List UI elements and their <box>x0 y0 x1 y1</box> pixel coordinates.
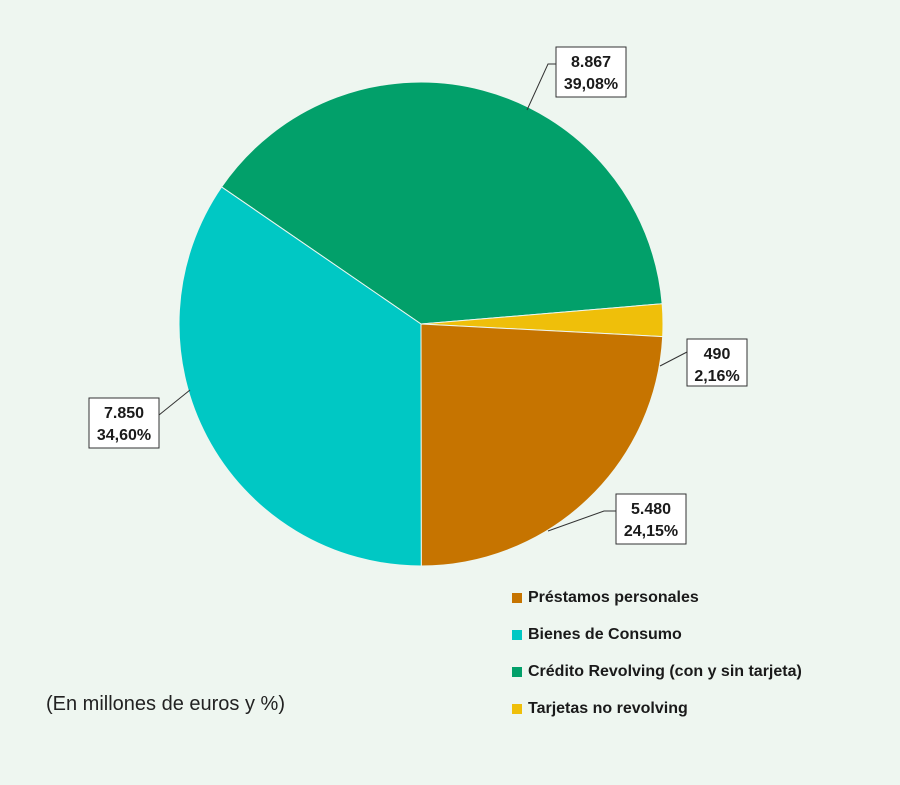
callout-box <box>88 397 160 449</box>
legend-item-tarjetas-no-revolving: Tarjetas no revolving <box>512 690 802 727</box>
legend-label: Préstamos personales <box>528 588 699 606</box>
legend-swatch <box>512 629 522 640</box>
callout-box <box>615 493 687 545</box>
callout-box <box>686 338 748 387</box>
slice-percent-label: 34,60% <box>97 427 151 444</box>
pie-slice <box>220 81 663 325</box>
legend-item-bienes-de-consumo: Bienes de Consumo <box>512 616 802 653</box>
chart-legend: Préstamos personales Bienes de Consumo C… <box>512 579 802 727</box>
legend-swatch <box>512 592 522 603</box>
pie-slice <box>178 186 422 567</box>
pie-slice <box>420 323 664 567</box>
slice-value-label: 5.480 <box>631 501 671 518</box>
legend-label: Crédito Revolving (con y sin tarjeta) <box>528 662 802 680</box>
legend-swatch <box>512 703 522 714</box>
callout-leader-line <box>526 63 556 111</box>
slice-percent-label: 24,15% <box>624 523 678 540</box>
slice-percent-label: 39,08% <box>564 76 618 93</box>
units-note: (En millones de euros y %) <box>46 693 285 715</box>
slice-value-label: 7.850 <box>104 405 144 422</box>
legend-item-credito-revolving: Crédito Revolving (con y sin tarjeta) <box>512 653 802 690</box>
legend-swatch <box>512 666 522 677</box>
slice-percent-label: 2,16% <box>694 368 739 385</box>
callout-box <box>555 46 627 98</box>
legend-label: Tarjetas no revolving <box>528 699 688 717</box>
slice-value-label: 490 <box>704 346 731 363</box>
legend-label: Bienes de Consumo <box>528 625 682 643</box>
callout-leader-line <box>547 510 616 532</box>
legend-item-prestamos-personales: Préstamos personales <box>512 579 802 616</box>
callout-leader-line <box>659 351 688 367</box>
slice-value-label: 8.867 <box>571 54 611 71</box>
callout-leader-line <box>158 389 191 416</box>
